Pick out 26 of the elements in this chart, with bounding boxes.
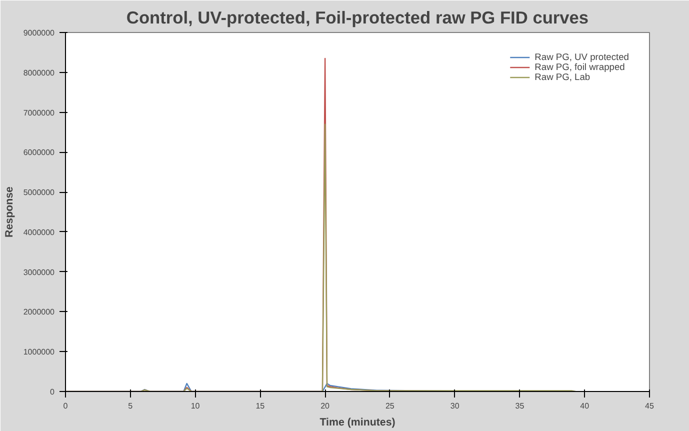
x-tick-label: 30 — [450, 402, 460, 410]
x-tick-label: 20 — [320, 402, 330, 410]
legend-label: Raw PG, Lab — [534, 72, 590, 82]
x-tick-label: 45 — [645, 402, 654, 410]
y-tick-label: 9000000 — [23, 28, 56, 38]
x-tick-label: 15 — [256, 402, 266, 410]
x-tick-label: 35 — [515, 402, 525, 410]
x-tick-label: 0 — [63, 402, 68, 410]
x-tick-label: 40 — [580, 402, 590, 410]
legend-label: Raw PG, UV protected — [534, 52, 629, 62]
x-axis-title: Time (minutes) — [320, 416, 396, 428]
legend-label: Raw PG, foil wrapped — [534, 62, 625, 72]
y-tick-label: 7000000 — [23, 108, 56, 118]
y-tick-label: 3000000 — [23, 268, 56, 277]
y-tick-label: 6000000 — [23, 148, 56, 158]
chart-title: Control, UV-protected, Foil-protected raw PG FID curves — [126, 8, 589, 28]
y-tick-label: 2000000 — [23, 308, 56, 317]
x-tick-label: 25 — [385, 402, 395, 410]
y-tick-label: 4000000 — [23, 228, 56, 237]
y-tick-label: 5000000 — [23, 188, 56, 198]
y-tick-label: 0 — [50, 388, 56, 396]
x-tick-label: 5 — [128, 402, 134, 410]
y-tick-label: 8000000 — [23, 68, 56, 78]
y-axis-title: Response — [3, 186, 16, 238]
y-tick-label: 1000000 — [23, 348, 56, 357]
x-tick-label: 10 — [190, 402, 200, 410]
